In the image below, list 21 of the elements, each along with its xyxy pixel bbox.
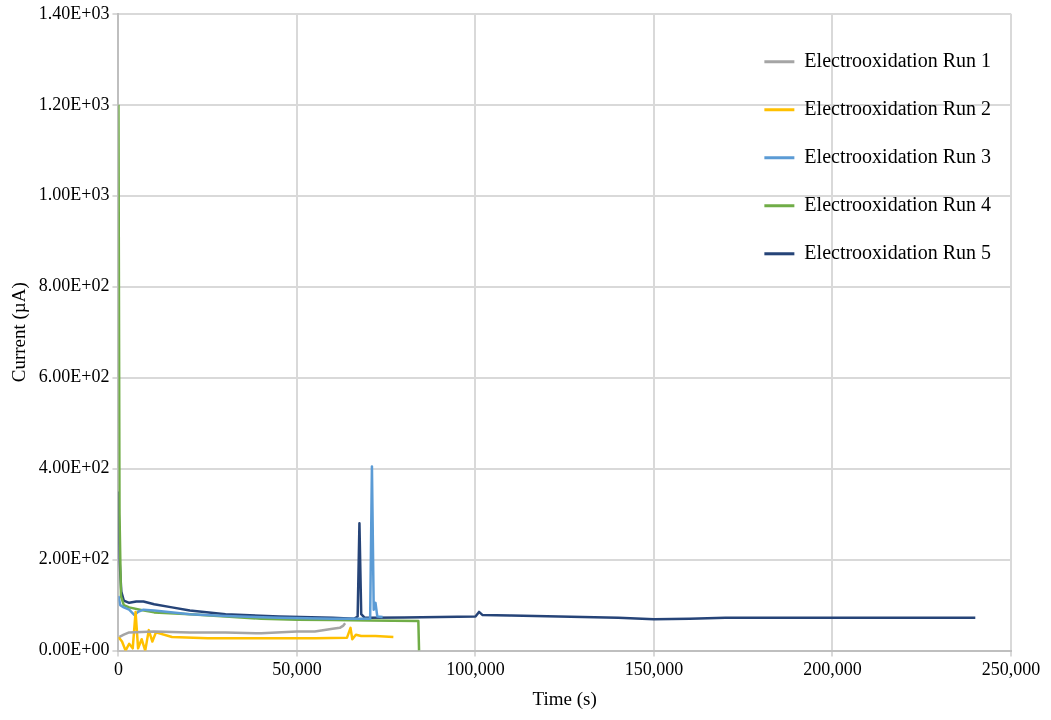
x-tick-label: 100,000 xyxy=(446,659,505,680)
x-axis-title: Time (s) xyxy=(532,687,597,710)
legend-label: Electrooxidation Run 4 xyxy=(804,193,992,216)
y-tick-label: 8.00E+02 xyxy=(38,275,110,296)
y-tick-label: 1.00E+03 xyxy=(38,184,110,205)
x-tick-label: 0 xyxy=(113,659,123,680)
legend-label: Electrooxidation Run 1 xyxy=(804,49,992,72)
y-axis-title: Current (µA) xyxy=(8,282,31,383)
x-tick-label: 250,000 xyxy=(981,659,1041,680)
y-tick-label: 1.40E+03 xyxy=(38,2,110,23)
x-tick-label: 150,000 xyxy=(624,659,684,680)
y-tick-label: 4.00E+02 xyxy=(38,457,110,478)
legend-label: Electrooxidation Run 3 xyxy=(804,145,992,168)
y-tick-label: 2.00E+02 xyxy=(38,548,110,569)
y-tick-label: 6.00E+02 xyxy=(38,366,110,387)
legend-label: Electrooxidation Run 5 xyxy=(804,241,992,264)
x-tick-label: 200,000 xyxy=(803,659,862,680)
x-tick-label: 50,000 xyxy=(272,659,322,680)
y-tick-label: 0.00E+00 xyxy=(38,639,110,660)
legend-label: Electrooxidation Run 2 xyxy=(804,97,992,120)
y-tick-label: 1.20E+03 xyxy=(38,93,110,114)
